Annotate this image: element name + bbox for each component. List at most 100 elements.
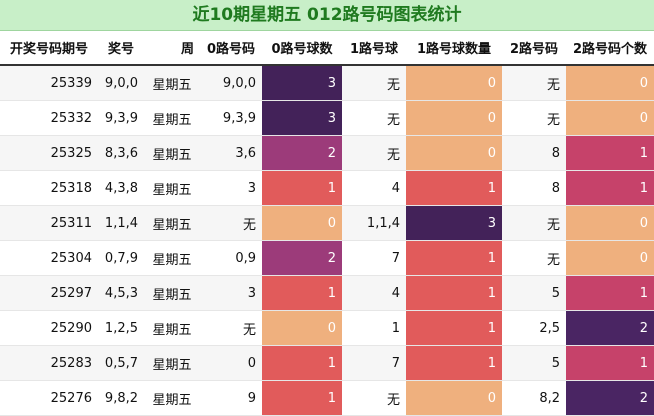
issue-cell: 25339 <box>0 65 98 101</box>
route1-cell: 无 <box>342 100 406 136</box>
week-cell: 星期五 <box>144 345 200 381</box>
header-week: 周 <box>144 31 200 66</box>
table-row: 25325 8,3,6 星期五 3,6 2 无 0 8 1 <box>0 135 654 171</box>
route0-cell: 3 <box>200 275 262 311</box>
table-row: 25276 9,8,2 星期五 9 1 无 0 8,2 2 <box>0 380 654 416</box>
numbers-cell: 8,3,6 <box>98 135 144 171</box>
route0-cell: 3 <box>200 170 262 206</box>
route2-cell: 无 <box>502 100 566 136</box>
route1-cell: 7 <box>342 240 406 276</box>
week-cell: 星期五 <box>144 65 200 101</box>
numbers-cell: 4,3,8 <box>98 170 144 206</box>
route1-cell: 1 <box>342 310 406 346</box>
route0-count-cell: 1 <box>262 345 342 381</box>
route0-count-cell: 1 <box>262 275 342 311</box>
week-cell: 星期五 <box>144 275 200 311</box>
week-cell: 星期五 <box>144 135 200 171</box>
route2-count-cell: 0 <box>566 205 654 241</box>
route1-count-cell: 1 <box>406 345 502 381</box>
route0-count-cell: 0 <box>262 205 342 241</box>
issue-cell: 25297 <box>0 275 98 311</box>
route2-cell: 5 <box>502 345 566 381</box>
route2-cell: 8,2 <box>502 380 566 416</box>
week-cell: 星期五 <box>144 100 200 136</box>
route0-count-cell: 1 <box>262 380 342 416</box>
week-cell: 星期五 <box>144 170 200 206</box>
stats-table: 开奖号码期号 奖号 周 0路号码 0路号球数 1路号球 1路号球数量 2路号码 … <box>0 31 654 416</box>
route0-cell: 无 <box>200 205 262 241</box>
route0-count-cell: 2 <box>262 135 342 171</box>
header-nums: 奖号 <box>98 31 144 66</box>
chart-title: 近10期星期五 012路号码图表统计 <box>0 0 654 31</box>
route2-cell: 5 <box>502 275 566 311</box>
numbers-cell: 0,7,9 <box>98 240 144 276</box>
route0-cell: 9 <box>200 380 262 416</box>
route1-count-cell: 0 <box>406 135 502 171</box>
route0-cell: 9,3,9 <box>200 100 262 136</box>
route2-cell: 无 <box>502 240 566 276</box>
table-row: 25283 0,5,7 星期五 0 1 7 1 5 1 <box>0 345 654 381</box>
issue-cell: 25325 <box>0 135 98 171</box>
route2-count-cell: 0 <box>566 240 654 276</box>
route2-cell: 2,5 <box>502 310 566 346</box>
route2-count-cell: 1 <box>566 275 654 311</box>
table-row: 25290 1,2,5 星期五无 0 1 1 2,5 2 <box>0 310 654 346</box>
header-route1-count: 1路号球数量 <box>406 31 502 66</box>
route1-count-cell: 3 <box>406 205 502 241</box>
route0-count-cell: 3 <box>262 65 342 101</box>
route2-cell: 8 <box>502 170 566 206</box>
route1-cell: 无 <box>342 135 406 171</box>
route0-cell: 0,9 <box>200 240 262 276</box>
route1-count-cell: 0 <box>406 380 502 416</box>
week-cell: 星期五 <box>144 240 200 276</box>
route0-cell: 无 <box>200 310 262 346</box>
route2-count-cell: 0 <box>566 65 654 101</box>
route2-cell: 无 <box>502 205 566 241</box>
route2-count-cell: 0 <box>566 100 654 136</box>
table-row: 25297 4,5,3 星期五 3 1 4 1 5 1 <box>0 275 654 311</box>
header-route2: 2路号码 <box>502 31 566 66</box>
header-route0: 0路号码 <box>200 31 262 66</box>
route0-count-cell: 3 <box>262 100 342 136</box>
header-route2-count: 2路号码个数 <box>566 31 654 66</box>
numbers-cell: 1,2,5 <box>98 310 144 346</box>
route2-count-cell: 1 <box>566 170 654 206</box>
route2-count-cell: 1 <box>566 345 654 381</box>
issue-cell: 25311 <box>0 205 98 241</box>
numbers-cell: 9,3,9 <box>98 100 144 136</box>
route1-count-cell: 0 <box>406 65 502 101</box>
route1-cell: 无 <box>342 380 406 416</box>
route0-cell: 0 <box>200 345 262 381</box>
route1-count-cell: 1 <box>406 275 502 311</box>
route1-cell: 4 <box>342 275 406 311</box>
header-issue: 开奖号码期号 <box>0 31 98 66</box>
route0-cell: 9,0,0 <box>200 65 262 101</box>
route0-count-cell: 0 <box>262 310 342 346</box>
route2-cell: 无 <box>502 65 566 101</box>
route1-cell: 7 <box>342 345 406 381</box>
week-cell: 星期五 <box>144 310 200 346</box>
table-row: 25318 4,3,8 星期五 3 1 4 1 8 1 <box>0 170 654 206</box>
issue-cell: 25332 <box>0 100 98 136</box>
route0-cell: 3,6 <box>200 135 262 171</box>
issue-cell: 25283 <box>0 345 98 381</box>
route0-count-cell: 2 <box>262 240 342 276</box>
route2-count-cell: 2 <box>566 380 654 416</box>
week-cell: 星期五 <box>144 205 200 241</box>
route1-count-cell: 1 <box>406 240 502 276</box>
numbers-cell: 0,5,7 <box>98 345 144 381</box>
route1-count-cell: 1 <box>406 310 502 346</box>
route1-cell: 1,1,4 <box>342 205 406 241</box>
route1-count-cell: 0 <box>406 100 502 136</box>
route1-cell: 无 <box>342 65 406 101</box>
header-row: 开奖号码期号 奖号 周 0路号码 0路号球数 1路号球 1路号球数量 2路号码 … <box>0 31 654 66</box>
issue-cell: 25318 <box>0 170 98 206</box>
table-row: 25311 1,1,4 星期五无 0 1,1,4 3 无 0 <box>0 205 654 241</box>
table-row: 25339 9,0,0 星期五 9,0,0 3 无 0 无 0 <box>0 65 654 101</box>
route2-count-cell: 1 <box>566 135 654 171</box>
numbers-cell: 9,0,0 <box>98 65 144 101</box>
issue-cell: 25304 <box>0 240 98 276</box>
numbers-cell: 1,1,4 <box>98 205 144 241</box>
numbers-cell: 9,8,2 <box>98 380 144 416</box>
route0-count-cell: 1 <box>262 170 342 206</box>
